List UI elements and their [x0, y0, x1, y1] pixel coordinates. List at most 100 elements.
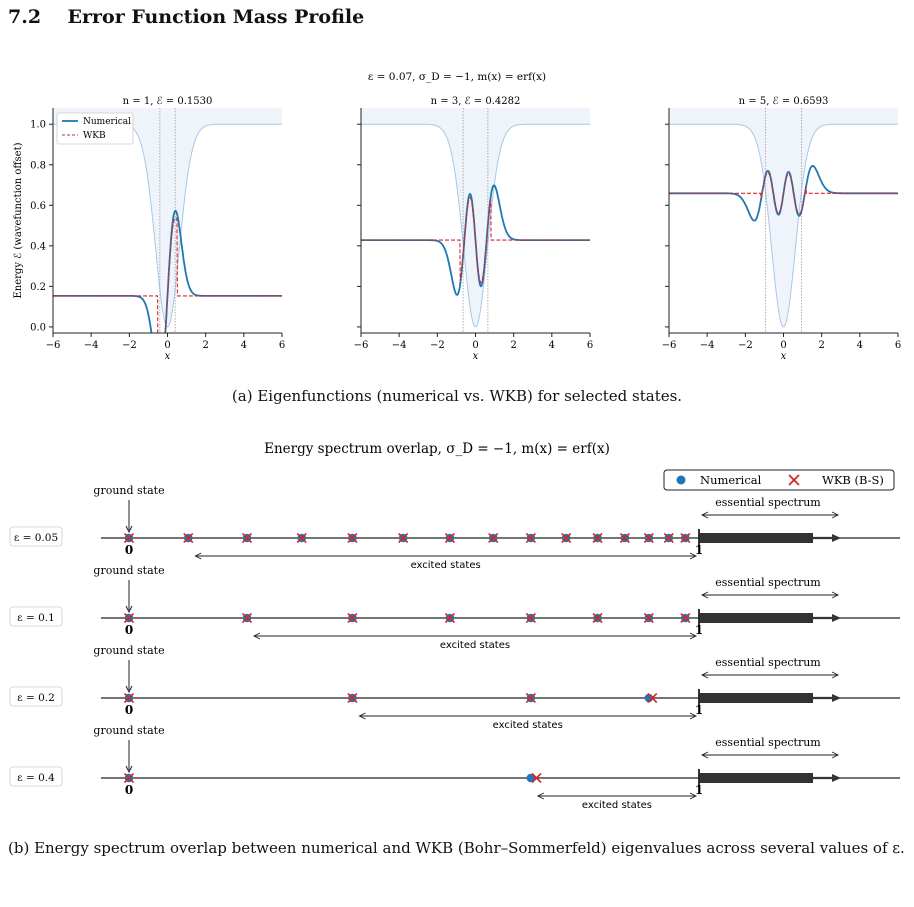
essential-spectrum-arrowhead	[832, 774, 841, 782]
x-tick-label: 4	[549, 340, 555, 351]
row-label-box	[9, 526, 63, 547]
spectrum-row-4: ε = 0.4 ground state essential spectrum 0 1 e…	[9, 724, 900, 811]
row-label-box	[9, 766, 63, 787]
ground-state-arrowhead	[125, 605, 133, 614]
spectrum-row-3: ε = 0.2 ground state essential spectrum 0 1 e…	[9, 644, 900, 731]
ground-state-label: ground state	[93, 644, 164, 657]
panel-title: n = 1, ℰ = 0.1530	[123, 96, 213, 107]
figure-a-caption: (a) Eigenfunctions (numerical vs. WKB) f…	[231, 387, 683, 405]
row-label-box	[9, 606, 63, 627]
wkb-eigenvalue-marker	[525, 532, 536, 544]
x-tick-label: 6	[279, 340, 285, 351]
y-axis-label: Energy ℰ (wavefunction offset)	[13, 142, 24, 298]
essential-spectrum-label: essential spectrum	[715, 496, 821, 509]
row-label-box	[9, 686, 63, 707]
excited-states-label: excited states	[582, 800, 652, 811]
wkb-eigenvalue-marker	[398, 532, 409, 544]
wkb-eigenvalue-marker	[592, 532, 603, 544]
energy-one-label: 1	[695, 623, 703, 637]
y-tick-label: 0.0	[30, 322, 46, 333]
x-tick-label: −6	[46, 340, 61, 351]
x-tick-label: 0	[472, 340, 478, 351]
numerical-eigenvalue-marker	[526, 773, 536, 783]
excited-span-arrowheads	[194, 552, 698, 560]
essential-spectrum-arrowhead	[832, 614, 841, 622]
figure-b-legend: Numerical WKB (B-S)	[663, 469, 895, 491]
wkb-eigenvalue-marker	[592, 612, 603, 624]
wkb-eigenvalue-marker	[647, 692, 658, 704]
legend-wkb-label: WKB (B-S)	[822, 473, 884, 487]
y-tick-label: 1.0	[30, 120, 46, 131]
wkb-eigenvalue-marker	[561, 532, 572, 544]
x-tick-label: −4	[392, 340, 407, 351]
energy-one-label: 1	[695, 543, 703, 557]
row-label: ε = 0.4	[17, 772, 55, 784]
wkb-eigenvalue-marker	[525, 692, 536, 704]
x-tick-label: −4	[84, 340, 99, 351]
ground-state-label: ground state	[93, 484, 164, 497]
ground-state-arrowhead	[125, 765, 133, 774]
x-axis-label: x	[165, 351, 171, 362]
energy-one-label: 1	[695, 783, 703, 797]
essential-spectrum-label: essential spectrum	[715, 576, 821, 589]
ground-state-arrowhead	[125, 685, 133, 694]
x-tick-label: 2	[818, 340, 824, 351]
ground-state-arrowhead	[125, 525, 133, 534]
wkb-wavefunction	[669, 172, 898, 215]
wkb-eigenvalue-marker	[531, 772, 542, 784]
essential-spectrum-bar	[699, 693, 813, 703]
wkb-eigenvalue-marker	[241, 532, 253, 544]
x-tick-label: 2	[202, 340, 208, 351]
potential-curve	[361, 123, 590, 328]
figure-a-suptitle: ε = 0.07, σ_D = −1, m(x) = erf(x)	[368, 71, 546, 83]
energy-one-label: 1	[695, 703, 703, 717]
figure-a-eigenfunctions: ε = 0.07, σ_D = −1, m(x) = erf(x) −6 −4 −2 0…	[13, 71, 902, 362]
energy-zero-label: 0	[125, 783, 133, 797]
wkb-eigenvalue-marker	[643, 532, 654, 544]
figure-b-spectrum: Energy spectrum overlap, σ_D = −1, m(x) …	[9, 441, 900, 811]
x-tick-label: −2	[430, 340, 445, 351]
x-axis-label: x	[781, 351, 787, 362]
essential-spectrum-bar	[699, 533, 813, 543]
section-title: Error Function Mass Profile	[67, 6, 365, 28]
x-tick-label: 4	[241, 340, 247, 351]
energy-zero-label: 0	[125, 703, 133, 717]
wkb-wavefunction	[361, 197, 590, 284]
figure-b-caption: (b) Energy spectrum overlap between nume…	[8, 839, 905, 857]
y-tick-label: 0.2	[30, 282, 46, 293]
y-tick-label: 0.4	[30, 241, 46, 252]
excited-states-label: excited states	[440, 640, 510, 651]
wkb-eigenvalue-marker	[347, 532, 358, 544]
y-tick-label: 0.6	[30, 201, 46, 212]
panel-3: −6 −4 −2 0 2 4 6 x n = 5, ℰ = 0.6593	[662, 96, 902, 362]
wkb-eigenvalue-marker	[663, 532, 674, 544]
wkb-eigenvalue-marker	[241, 612, 253, 624]
row-label: ε = 0.2	[17, 692, 55, 704]
legend-wkb-label: WKB	[83, 131, 106, 141]
excited-span-arrowheads	[536, 792, 698, 800]
wkb-eigenvalue-marker	[123, 532, 135, 544]
x-tick-label: −4	[700, 340, 715, 351]
essential-span-arrowheads	[700, 511, 840, 519]
x-tick-label: 6	[587, 340, 593, 351]
x-axis-label: x	[473, 351, 479, 362]
legend-numerical-label: Numerical	[700, 473, 762, 487]
excited-span-arrowheads	[358, 712, 698, 720]
wkb-eigenvalue-marker	[525, 612, 536, 624]
row-label: ε = 0.05	[14, 532, 58, 544]
wkb-eigenvalue-marker	[619, 532, 630, 544]
potential-fill	[669, 108, 898, 327]
x-tick-label: 4	[857, 340, 863, 351]
essential-span-arrowheads	[700, 751, 840, 759]
energy-zero-label: 0	[125, 623, 133, 637]
excited-span-arrowheads	[252, 632, 698, 640]
row-label: ε = 0.1	[17, 612, 55, 624]
wkb-eigenvalue-marker	[444, 532, 455, 544]
y-tick-label: 0.8	[30, 160, 46, 171]
wkb-eigenvalue-marker	[123, 772, 135, 784]
panel-1: −6 −4 −2 0 2 4 6 0.0 0.2 0.4 0.6 0.8 1.0 x n = 1, ℰ = …	[13, 96, 285, 362]
essential-span-arrowheads	[700, 591, 840, 599]
potential-fill	[361, 108, 590, 327]
wkb-eigenvalue-marker	[643, 612, 654, 624]
ground-state-label: ground state	[93, 564, 164, 577]
